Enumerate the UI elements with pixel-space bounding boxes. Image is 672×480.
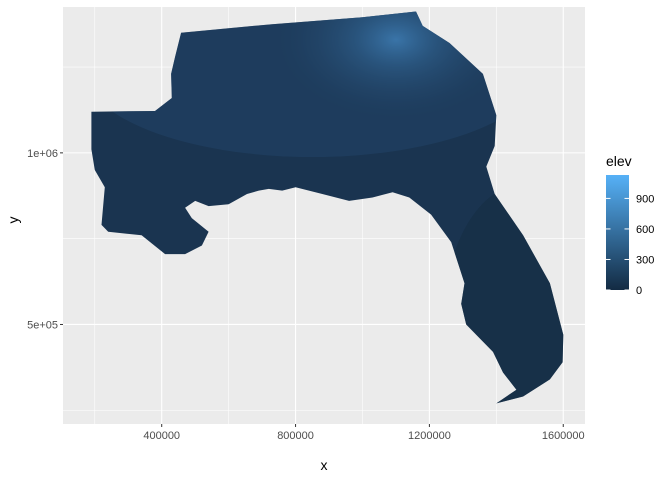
x-tick-label: 1200000 [408, 430, 451, 442]
y-tick-label: 5e+05 [27, 319, 58, 331]
x-tick-label: 1600000 [542, 430, 585, 442]
y-tick-label: 1e+06 [27, 148, 58, 160]
legend-break-label: 300 [636, 254, 654, 266]
y-axis-title: y [5, 217, 21, 224]
legend-break-label: 900 [636, 193, 654, 205]
highland-area [275, 11, 516, 120]
x-tick-label: 800000 [277, 430, 314, 442]
legend-break-label: 0 [636, 285, 642, 297]
x-axis: 400000 800000 1200000 1600000 [143, 424, 585, 442]
legend: elev 0 300 600 900 [606, 153, 654, 297]
x-tick-label: 400000 [143, 430, 180, 442]
x-axis-title: x [321, 457, 328, 473]
legend-colorbar [606, 175, 629, 290]
y-axis: 5e+05 1e+06 [27, 148, 63, 331]
legend-breaks: 0 300 600 900 [606, 193, 654, 297]
legend-break-label: 600 [636, 224, 654, 236]
legend-title: elev [606, 153, 632, 169]
